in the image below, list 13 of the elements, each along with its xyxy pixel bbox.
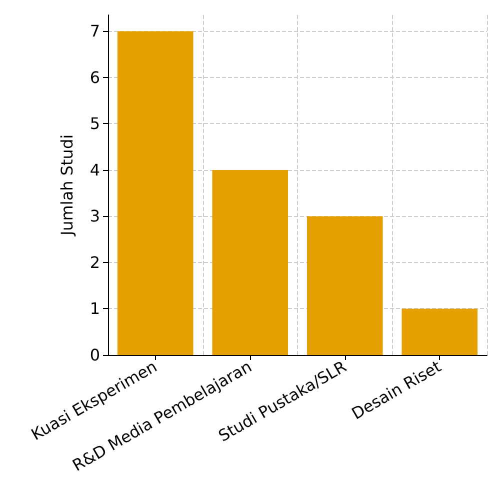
y-tick-label: 6 (90, 68, 100, 87)
bar (117, 31, 194, 355)
y-tick-label: 1 (90, 299, 100, 318)
bar (212, 170, 288, 355)
y-tick-label: 5 (90, 114, 100, 134)
y-tick-label: 0 (90, 346, 100, 364)
y-tick-label: 7 (90, 22, 100, 41)
y-tick-label: 3 (90, 206, 100, 226)
y-tick-label: 2 (90, 252, 100, 272)
y-tick-label: 4 (90, 160, 100, 180)
bar (402, 308, 478, 355)
y-axis-title: Jumlah Studi (58, 134, 76, 237)
bar (306, 216, 383, 355)
